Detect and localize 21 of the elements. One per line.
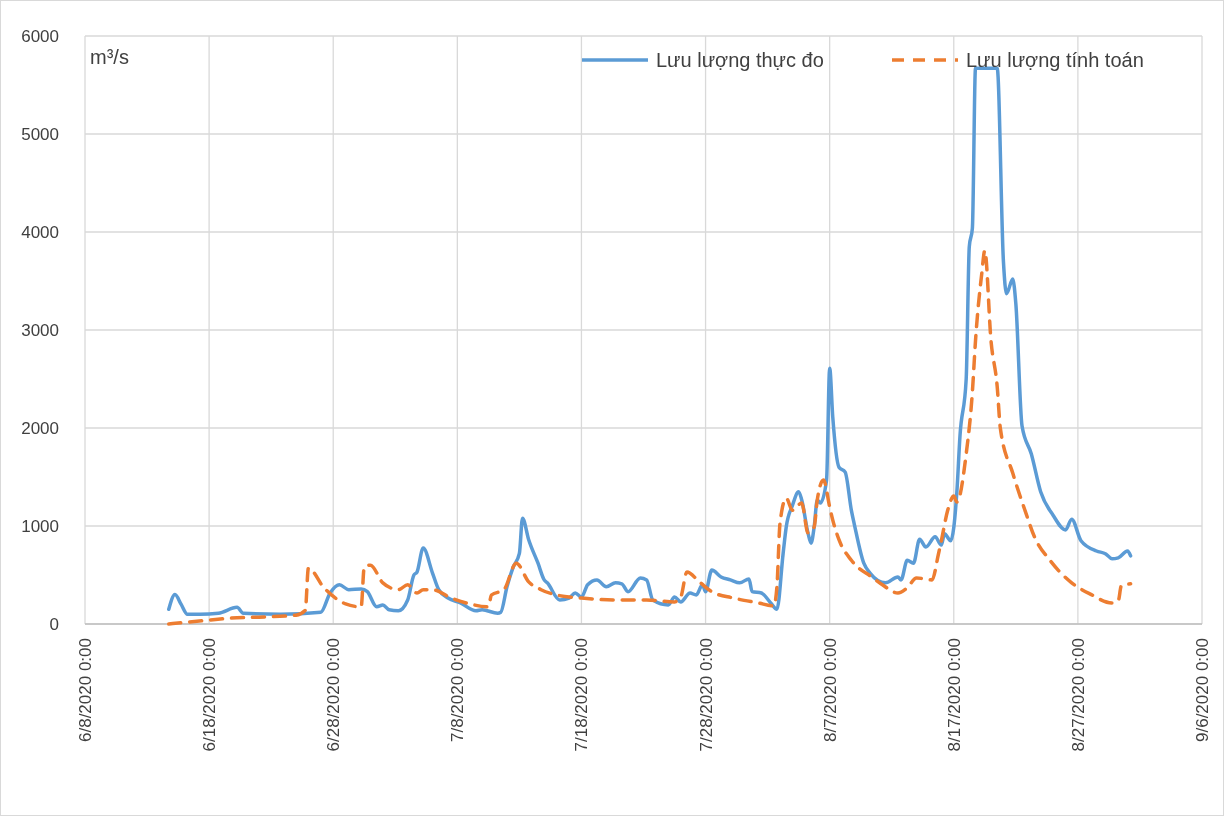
- x-tick-label: 6/18/2020 0:00: [200, 638, 220, 752]
- y-tick-label: 2000: [21, 418, 59, 438]
- x-tick-label: 7/28/2020 0:00: [696, 638, 716, 752]
- x-tick-label: 6/28/2020 0:00: [324, 638, 344, 752]
- y-tick-label: 1000: [21, 516, 59, 536]
- y-tick-label: 5000: [21, 124, 59, 144]
- y-tick-label: 0: [49, 614, 59, 634]
- x-tick-label: 9/6/2020 0:00: [1192, 638, 1212, 742]
- y-axis-title: m³/s: [90, 46, 129, 68]
- line-series: [167, 248, 1133, 626]
- x-tick-label: 7/18/2020 0:00: [572, 638, 592, 752]
- y-tick-label: 6000: [21, 26, 59, 46]
- x-tick-label: 8/7/2020 0:00: [820, 638, 840, 742]
- y-tick-label: 3000: [21, 320, 59, 340]
- x-tick-label: 8/27/2020 0:00: [1068, 638, 1088, 752]
- legend-label: Lưu lượng tính toán: [966, 49, 1144, 71]
- x-tick-label: 7/8/2020 0:00: [448, 638, 468, 742]
- legend-label: Lưu lượng thực đo: [656, 49, 824, 71]
- y-tick-label: 4000: [21, 222, 59, 242]
- x-tick-label: 6/8/2020 0:00: [75, 638, 95, 742]
- x-tick-label: 8/17/2020 0:00: [944, 638, 964, 752]
